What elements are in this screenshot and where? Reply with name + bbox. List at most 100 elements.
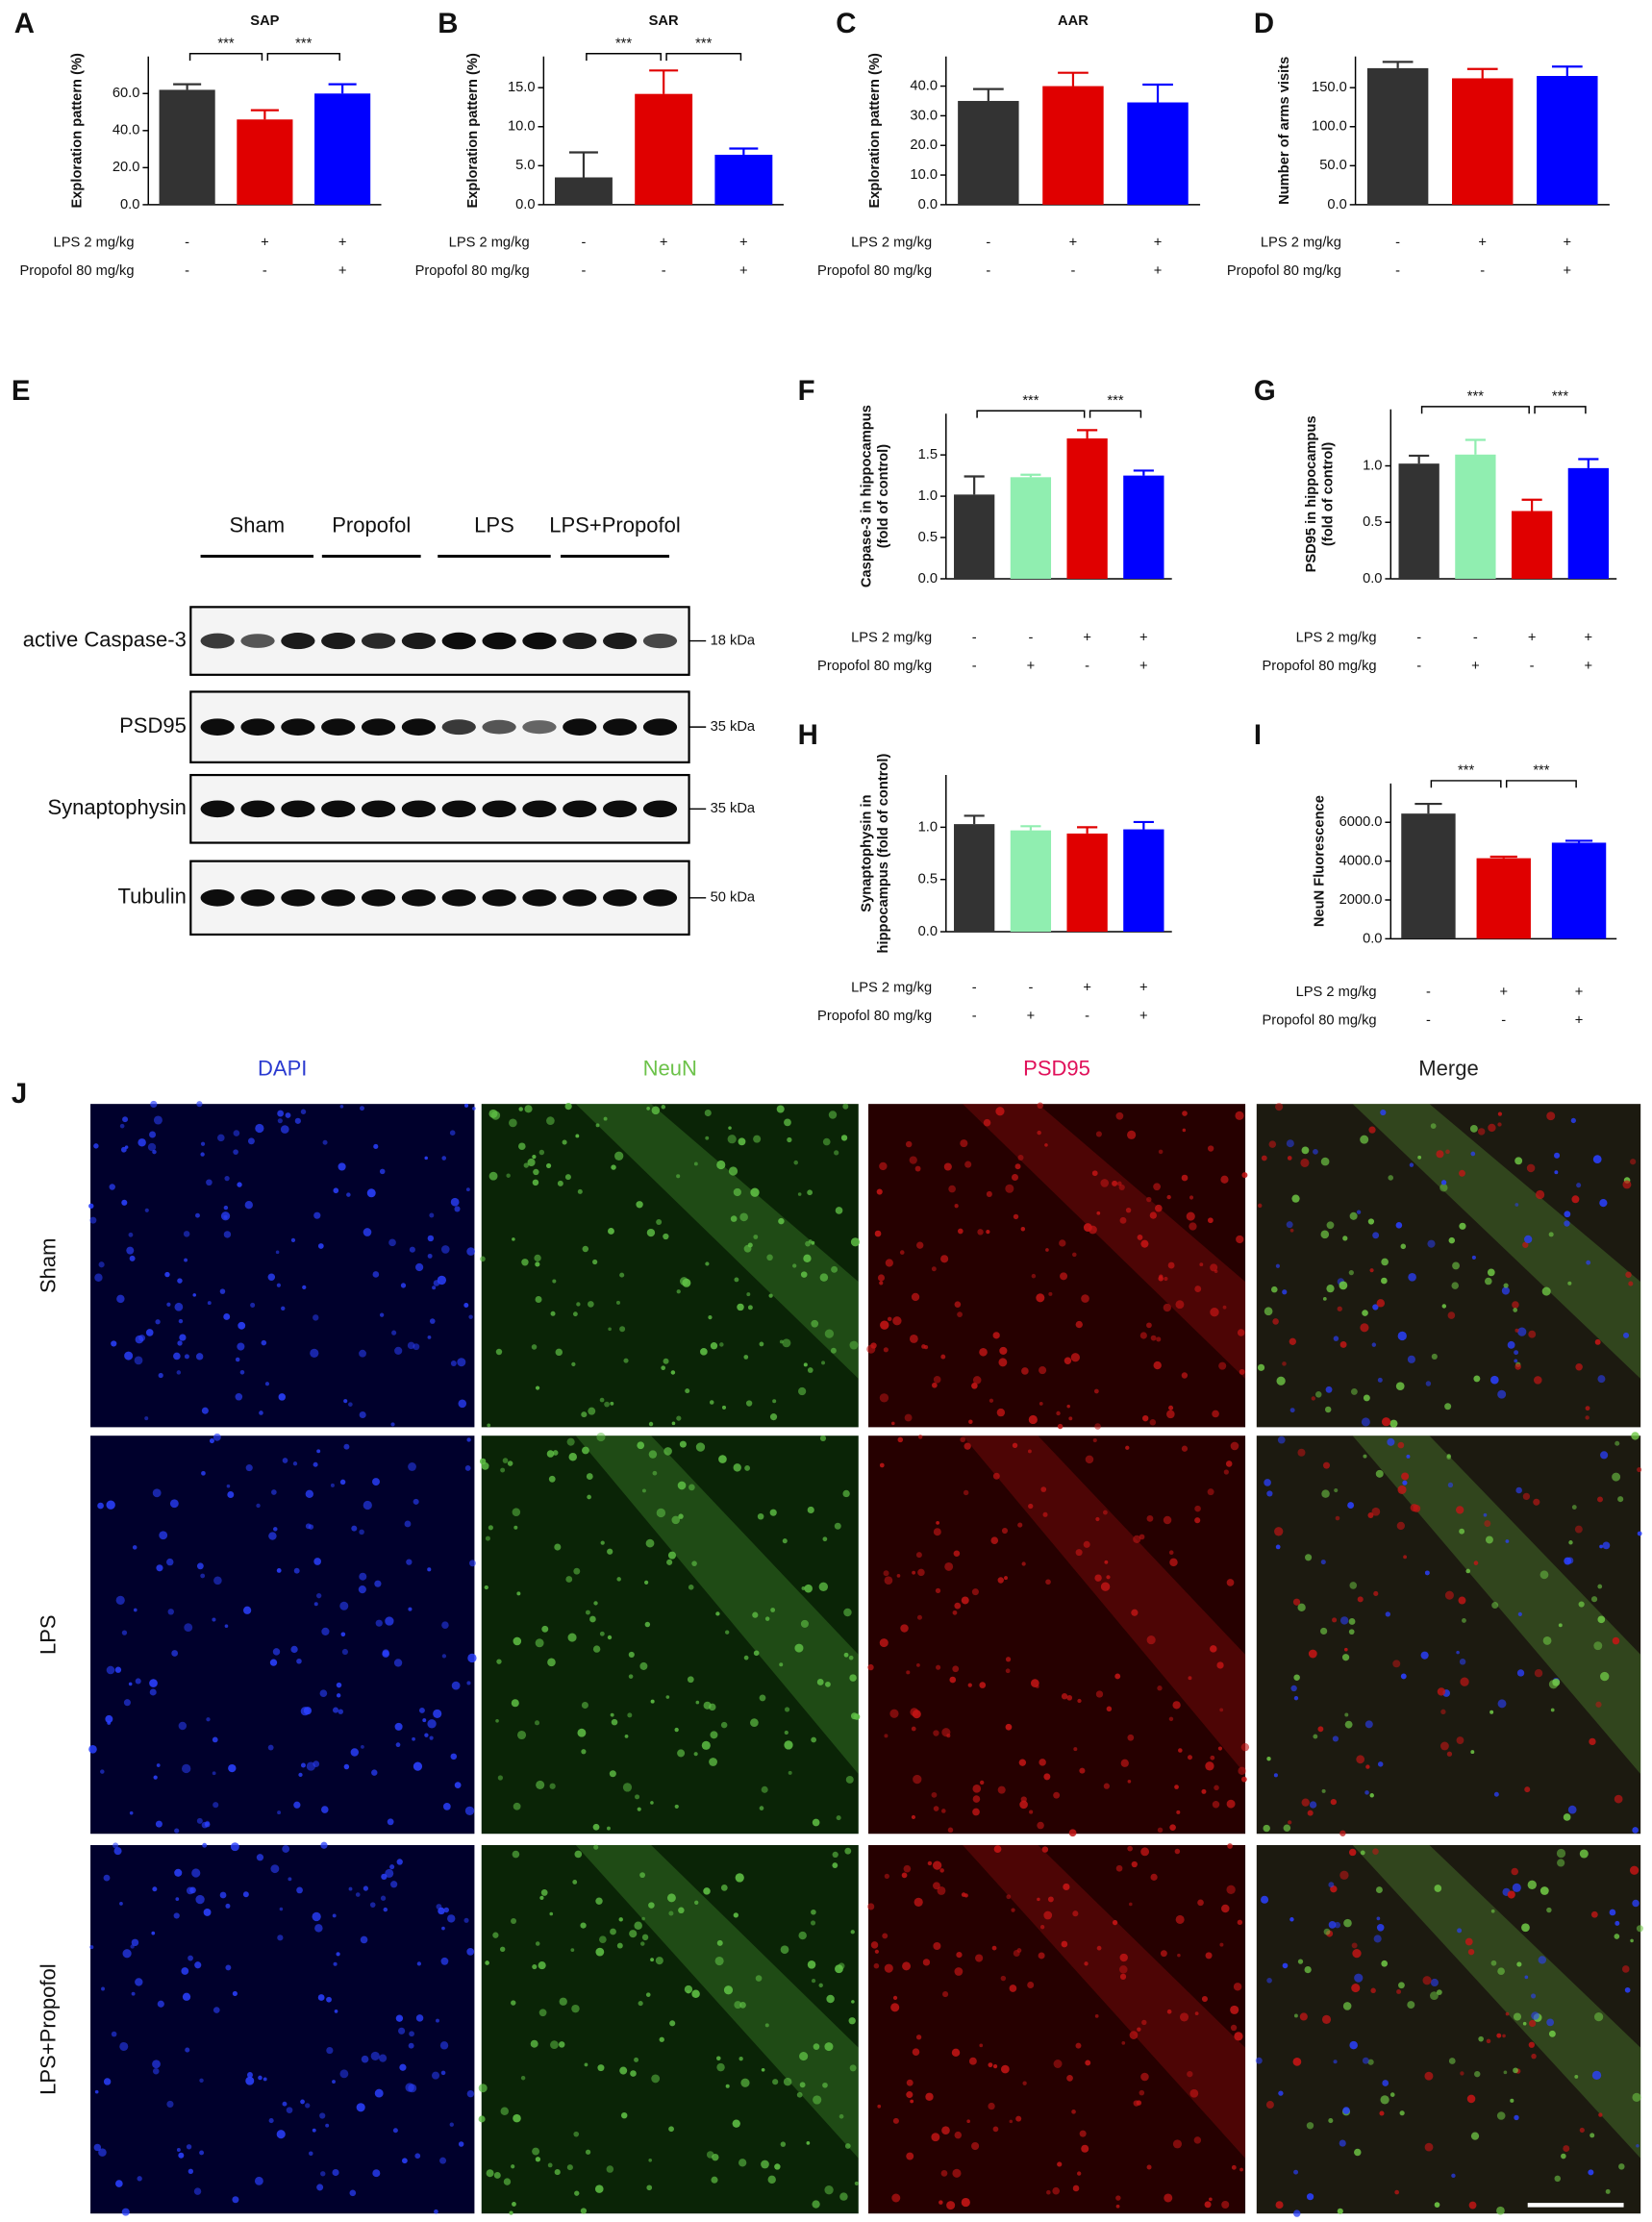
cell	[1059, 1239, 1066, 1247]
cell	[819, 1273, 829, 1282]
cell	[910, 2099, 914, 2104]
cell	[568, 1452, 577, 1461]
cell	[1524, 1975, 1529, 1980]
cell	[223, 1312, 231, 1320]
cell	[1478, 2035, 1484, 2042]
cell	[630, 2070, 637, 2077]
cell	[592, 1645, 601, 1653]
cell	[466, 1947, 475, 1956]
cell	[313, 1602, 318, 1607]
cell	[1225, 1461, 1233, 1467]
cell	[1301, 1798, 1310, 1807]
cell	[733, 1463, 741, 1472]
cell	[1216, 1661, 1224, 1669]
cell	[948, 1185, 956, 1193]
cell	[1096, 1945, 1102, 1951]
cell	[395, 1742, 401, 1748]
cell	[1526, 1163, 1536, 1173]
cell	[911, 1292, 920, 1302]
cell	[271, 1489, 277, 1495]
cell	[1424, 2142, 1434, 2152]
cell	[1214, 1269, 1218, 1274]
cell	[495, 1348, 503, 1356]
cell	[438, 1907, 445, 1915]
cell	[1021, 1561, 1026, 1566]
cell	[98, 1261, 105, 1268]
cell	[661, 1365, 666, 1371]
cell	[1354, 2148, 1362, 2157]
cell	[794, 1643, 804, 1653]
cell	[804, 1584, 813, 1593]
cell	[1177, 1953, 1181, 1958]
significance-label: ***	[1022, 393, 1039, 409]
cell	[1009, 1985, 1017, 1992]
cell	[369, 1902, 376, 1908]
cell	[619, 1326, 626, 1333]
condition-sign: +	[739, 263, 748, 279]
cell	[220, 1211, 231, 1221]
cell	[1489, 1710, 1494, 1714]
cell	[671, 1515, 680, 1525]
cell	[391, 1330, 397, 1336]
cell	[200, 1141, 206, 1146]
condition-sign: -	[986, 235, 990, 250]
cell	[949, 1676, 957, 1684]
condition-sign: -	[582, 263, 587, 279]
cell	[1538, 1956, 1547, 1964]
bar	[555, 177, 613, 205]
cell	[212, 1771, 216, 1776]
condition-label: Propofol 80 mg/kg	[817, 263, 932, 279]
cell	[178, 2152, 185, 2159]
cell	[1297, 1959, 1304, 1964]
cell	[572, 1311, 578, 1317]
condition-sign: -	[263, 263, 267, 279]
cell	[1012, 1442, 1018, 1448]
cell	[282, 1458, 288, 1463]
cell	[889, 1709, 899, 1718]
cell	[1127, 1779, 1132, 1784]
cell	[695, 1442, 706, 1452]
cell	[927, 1860, 933, 1866]
cell	[916, 1241, 924, 1249]
cell	[1005, 1668, 1011, 1674]
cell	[1240, 1742, 1250, 1752]
cell	[1146, 1635, 1156, 1645]
cell	[905, 1140, 913, 1148]
blot-band	[441, 800, 476, 818]
cell	[650, 1958, 655, 1962]
significance-bracket	[1420, 406, 1530, 414]
cell	[915, 1552, 922, 1559]
cell	[912, 2048, 920, 2056]
cell	[813, 2043, 820, 2050]
cell	[1066, 2075, 1073, 2082]
cell	[993, 1845, 1002, 1854]
cell	[714, 1956, 724, 1966]
cell	[1116, 1181, 1122, 1186]
cell	[458, 2141, 464, 2147]
cell	[849, 2064, 857, 2072]
micrograph-bg	[1256, 1104, 1641, 1428]
cell	[733, 1912, 738, 1918]
cell	[1095, 1516, 1100, 1522]
micrograph	[1256, 1432, 1642, 1836]
cell	[1333, 2060, 1338, 2064]
cell	[607, 1826, 611, 1831]
cell	[1268, 1140, 1277, 1148]
cell	[703, 1701, 712, 1710]
cell	[267, 1273, 276, 1281]
cell	[608, 1327, 612, 1332]
cell	[1142, 1415, 1149, 1422]
cell	[1289, 1917, 1294, 1922]
cell	[1456, 1506, 1464, 1514]
cell	[319, 2112, 326, 2119]
cell	[1317, 1726, 1324, 1733]
cell	[1085, 2060, 1091, 2066]
cell	[134, 1356, 143, 1365]
significance-label: ***	[1533, 763, 1549, 779]
blot-band	[563, 800, 597, 818]
cell	[277, 1110, 285, 1117]
bar	[714, 154, 773, 205]
blot-band	[321, 800, 356, 818]
cell	[1275, 2201, 1284, 2210]
cell	[343, 1399, 348, 1404]
